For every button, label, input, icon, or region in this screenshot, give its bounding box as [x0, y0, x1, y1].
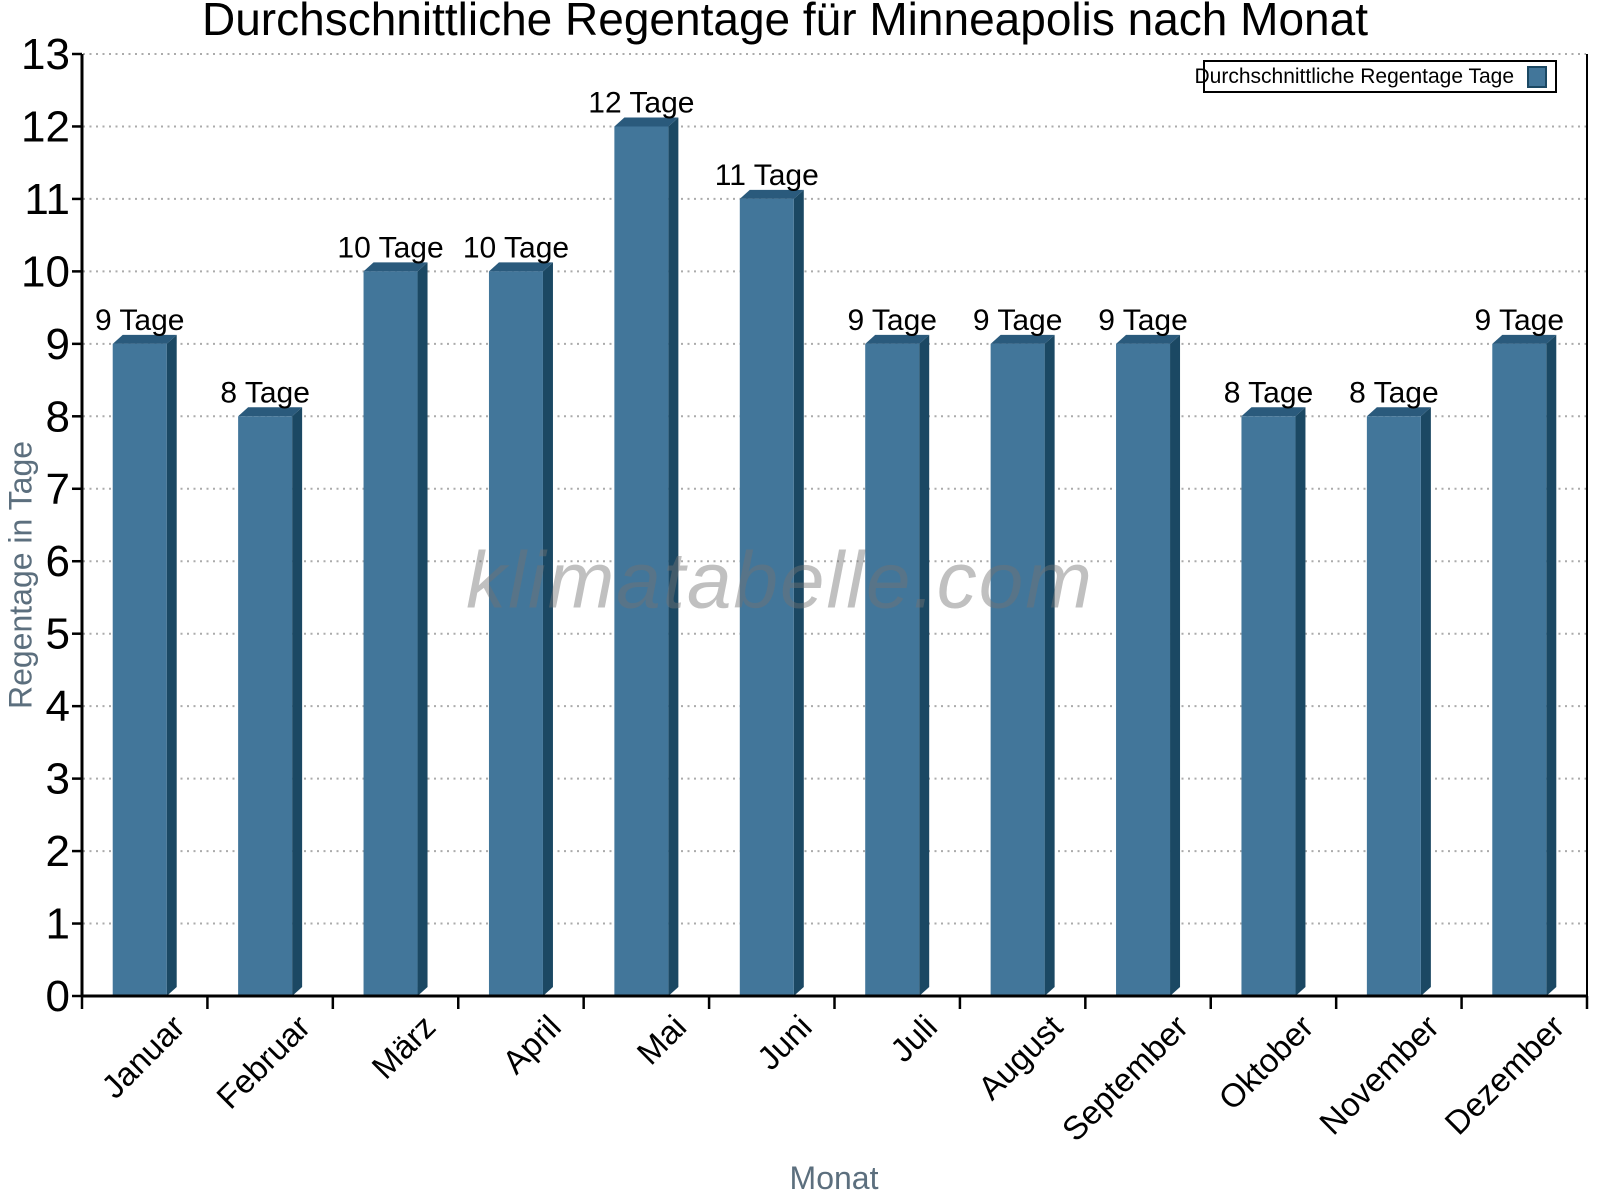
x-tick-label-februar: Februar	[209, 1008, 317, 1116]
x-tick-label-oktober: Oktober	[1211, 1008, 1320, 1117]
bar-top-face	[112, 334, 177, 344]
x-tick-label-januar: Januar	[94, 1008, 192, 1106]
legend-swatch-icon	[1527, 65, 1547, 88]
bar-front-face	[112, 343, 167, 996]
bar-side-face	[1546, 334, 1557, 996]
bar-side-face	[1044, 334, 1055, 996]
bar-front-face	[1116, 343, 1171, 996]
bar-value-label-september: 9 Tage	[1098, 304, 1188, 337]
y-tick-label: 0	[46, 972, 70, 1021]
bar-top-face	[990, 334, 1055, 344]
y-tick-label: 2	[46, 827, 70, 876]
legend: Durchschnittliche Regentage Tage	[1195, 60, 1557, 93]
y-tick-label: 4	[46, 682, 70, 731]
bar-front-face	[238, 416, 293, 996]
x-tick-label-juli: Juli	[883, 1008, 944, 1069]
bar-side-face	[919, 334, 930, 996]
bar-top-face	[363, 262, 428, 272]
bar-top-face	[1492, 334, 1557, 344]
bar-front-face	[1366, 416, 1421, 996]
bar-top-face	[1116, 334, 1181, 344]
bar-value-label-november: 8 Tage	[1349, 376, 1439, 409]
y-tick-label: 1	[46, 900, 70, 949]
bar-value-label-februar: 8 Tage	[220, 376, 310, 409]
bar-top-face	[865, 334, 930, 344]
bar-top-face	[238, 407, 303, 417]
y-tick-label: 13	[21, 30, 70, 79]
bar-mai	[614, 117, 679, 996]
x-tick-label-juni: Juni	[750, 1008, 819, 1077]
bar-value-label-dezember: 9 Tage	[1475, 304, 1565, 337]
bar-side-face	[1420, 407, 1431, 996]
bar-value-label-august: 9 Tage	[973, 304, 1063, 337]
y-tick-label: 7	[46, 465, 70, 514]
bar-top-face	[488, 262, 553, 272]
bar-top-face	[1241, 407, 1306, 417]
y-tick-label: 12	[21, 102, 70, 151]
bar-januar	[112, 334, 177, 996]
x-tick-label-m-rz: März	[364, 1008, 442, 1086]
x-tick-label-dezember: Dezember	[1437, 1008, 1571, 1142]
y-tick-label: 5	[46, 610, 70, 659]
y-tick-label: 3	[46, 755, 70, 804]
x-tick-label-mai: Mai	[630, 1008, 694, 1072]
bar-top-face	[1366, 407, 1431, 417]
bar-value-label-juli: 9 Tage	[847, 304, 937, 337]
bar-side-face	[292, 407, 303, 996]
bar-front-face	[363, 271, 418, 996]
bar-side-face	[668, 117, 679, 996]
chart-title: Durchschnittliche Regentage für Minneapo…	[202, 0, 1368, 45]
bar-value-label-oktober: 8 Tage	[1224, 376, 1314, 409]
bar-m-rz	[363, 262, 428, 996]
bar-april	[488, 262, 553, 996]
bar-front-face	[1492, 343, 1547, 996]
x-tick-label-september: September	[1055, 1008, 1195, 1148]
bar-value-label-m-rz: 10 Tage	[337, 231, 443, 264]
y-tick-label: 9	[46, 320, 70, 369]
bar-dezember	[1492, 334, 1557, 996]
x-tick-label-april: April	[495, 1008, 568, 1081]
bar-value-label-april: 10 Tage	[463, 231, 569, 264]
bar-side-face	[793, 189, 804, 996]
y-tick-label: 6	[46, 537, 70, 586]
bar-juli	[865, 334, 930, 996]
y-tick-label: 11	[24, 175, 70, 224]
bar-value-label-januar: 9 Tage	[95, 304, 185, 337]
x-tick-label-august: August	[971, 1008, 1070, 1107]
x-axis-title: Monat	[789, 1160, 879, 1196]
bar-side-face	[1170, 334, 1181, 996]
bar-september	[1116, 334, 1181, 996]
bar-august	[990, 334, 1055, 996]
bar-front-face	[739, 198, 794, 996]
y-tick-label: 8	[46, 392, 70, 441]
bar-november	[1366, 407, 1431, 996]
x-tick-label-november: November	[1312, 1008, 1446, 1142]
bar-front-face	[614, 126, 669, 996]
bar-front-face	[1241, 416, 1296, 996]
bar-side-face	[1295, 407, 1306, 996]
legend-label: Durchschnittliche Regentage Tage	[1194, 64, 1514, 88]
bar-februar	[238, 407, 303, 996]
bar-side-face	[166, 334, 177, 996]
bar-value-label-juni: 11 Tage	[715, 159, 819, 192]
bar-front-face	[865, 343, 920, 996]
bar-front-face	[488, 271, 543, 996]
bar-juni	[739, 189, 804, 996]
bar-value-label-mai: 12 Tage	[588, 86, 694, 119]
y-axis-title: Regentage in Tage	[2, 440, 39, 710]
bar-top-face	[739, 189, 804, 199]
bar-side-face	[542, 262, 553, 996]
bar-oktober	[1241, 407, 1306, 996]
y-tick-label: 10	[21, 247, 70, 296]
bar-side-face	[417, 262, 428, 996]
bar-top-face	[614, 117, 679, 127]
bar-front-face	[990, 343, 1045, 996]
